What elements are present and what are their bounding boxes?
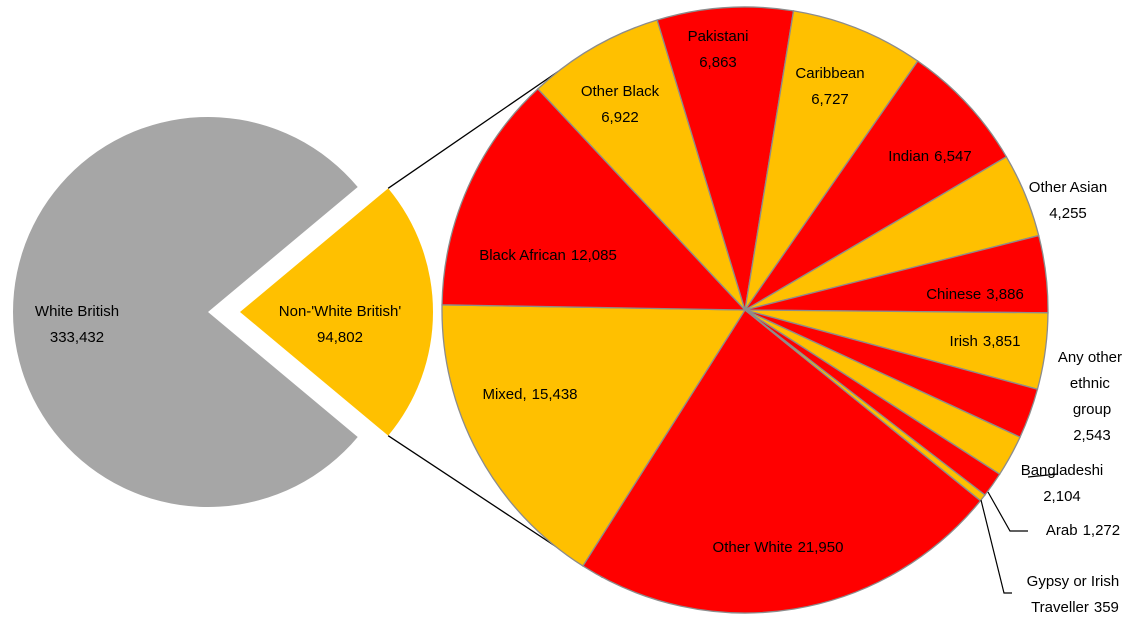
pie-slice — [240, 188, 433, 436]
category-label: Arab — [1046, 522, 1078, 539]
data-label: Bangladeshi 2,104 — [1021, 462, 1104, 505]
data-label: Mixed, 15,438 — [482, 386, 577, 403]
label-line: group — [1073, 401, 1111, 418]
label-line: Black African — [479, 247, 566, 264]
label-line: Pakistani — [688, 28, 749, 45]
data-label: Black African 12,085 — [479, 247, 617, 264]
value-label: 2,104 — [1043, 488, 1081, 505]
leader-line — [987, 491, 1028, 532]
value-label: 6,863 — [699, 54, 737, 71]
label-line: Caribbean — [795, 65, 864, 82]
value-label: 2,543 — [1073, 427, 1111, 444]
label-line: Irish — [950, 333, 978, 350]
data-label: Indian 6,547 — [888, 148, 971, 165]
data-label: Non-'White British' 94,802 — [279, 303, 402, 346]
label-line: Gypsy or Irish — [1027, 573, 1124, 590]
pie-slice — [441, 304, 747, 567]
category-label: Caribbean — [795, 65, 864, 82]
data-label: White British 333,432 — [35, 303, 119, 346]
data-label: Gypsy or Irish Traveller 359 — [1027, 573, 1124, 616]
category-label: Chinese — [926, 286, 981, 303]
pie-slice — [744, 10, 919, 311]
value-label: 3,886 — [986, 286, 1024, 303]
value-label: 15,438 — [532, 386, 578, 403]
data-label: Pakistani 6,863 — [688, 28, 749, 71]
category-label: Gypsy or Irish Traveller — [1027, 573, 1124, 616]
category-label: White British — [35, 303, 119, 320]
value-label: 4,255 — [1049, 205, 1087, 222]
pie-slice — [656, 6, 795, 311]
label-line: Bangladeshi — [1021, 462, 1104, 479]
value-label: 12,085 — [571, 247, 617, 264]
label-line: Mixed, — [482, 386, 526, 403]
value-label: 21,950 — [798, 539, 844, 556]
label-line: Chinese — [926, 286, 981, 303]
pie-slice — [536, 19, 746, 311]
label-line: Other White — [713, 539, 793, 556]
category-label: Irish — [950, 333, 978, 350]
value-label: 94,802 — [317, 329, 363, 346]
category-label: Mixed, — [482, 386, 526, 403]
data-label: Other Black 6,922 — [581, 83, 660, 126]
leader-line — [1027, 473, 1059, 478]
pie-slice — [581, 309, 982, 614]
value-label: 6,922 — [601, 109, 639, 126]
label-line: Other Black — [581, 83, 660, 100]
data-label: Chinese 3,886 — [926, 286, 1024, 303]
label-line: White British — [35, 303, 119, 320]
pie-slice — [744, 309, 986, 502]
label-line: Arab — [1046, 522, 1078, 539]
label-line: Any other — [1058, 349, 1126, 366]
category-label: Other White — [713, 539, 793, 556]
label-line: Indian — [888, 148, 929, 165]
category-label: Indian — [888, 148, 929, 165]
pie-slice — [744, 60, 1008, 311]
connector — [387, 70, 559, 189]
data-label: Other Asian 4,255 — [1029, 179, 1107, 222]
label-line: Traveller — [1031, 599, 1089, 616]
value-label: 359 — [1094, 599, 1119, 616]
data-label: Caribbean 6,727 — [795, 65, 864, 108]
category-label: Pakistani — [688, 28, 749, 45]
category-label: Other Black — [581, 83, 660, 100]
data-label: Other White 21,950 — [713, 539, 844, 556]
label-line: Other Asian — [1029, 179, 1107, 196]
value-label: 1,272 — [1083, 522, 1121, 539]
label-line: ethnic — [1070, 375, 1114, 392]
value-label: 6,547 — [934, 148, 972, 165]
value-label: 6,727 — [811, 91, 849, 108]
category-label: Black African — [479, 247, 566, 264]
category-label: Any other ethnic group — [1058, 349, 1126, 418]
value-label: 3,851 — [983, 333, 1021, 350]
category-label: Non-'White British' — [279, 303, 402, 320]
pie-slice — [441, 87, 747, 311]
category-label: Other Asian — [1029, 179, 1107, 196]
value-label: 333,432 — [50, 329, 104, 346]
data-label: Arab 1,272 — [1046, 522, 1120, 539]
data-label: Irish 3,851 — [950, 333, 1021, 350]
data-label: Any other ethnic group 2,543 — [1058, 349, 1126, 444]
leader-line — [980, 499, 1012, 594]
category-label: Bangladeshi — [1021, 462, 1104, 479]
pie-slice — [13, 116, 358, 507]
label-line: Non-'White British' — [279, 303, 402, 320]
